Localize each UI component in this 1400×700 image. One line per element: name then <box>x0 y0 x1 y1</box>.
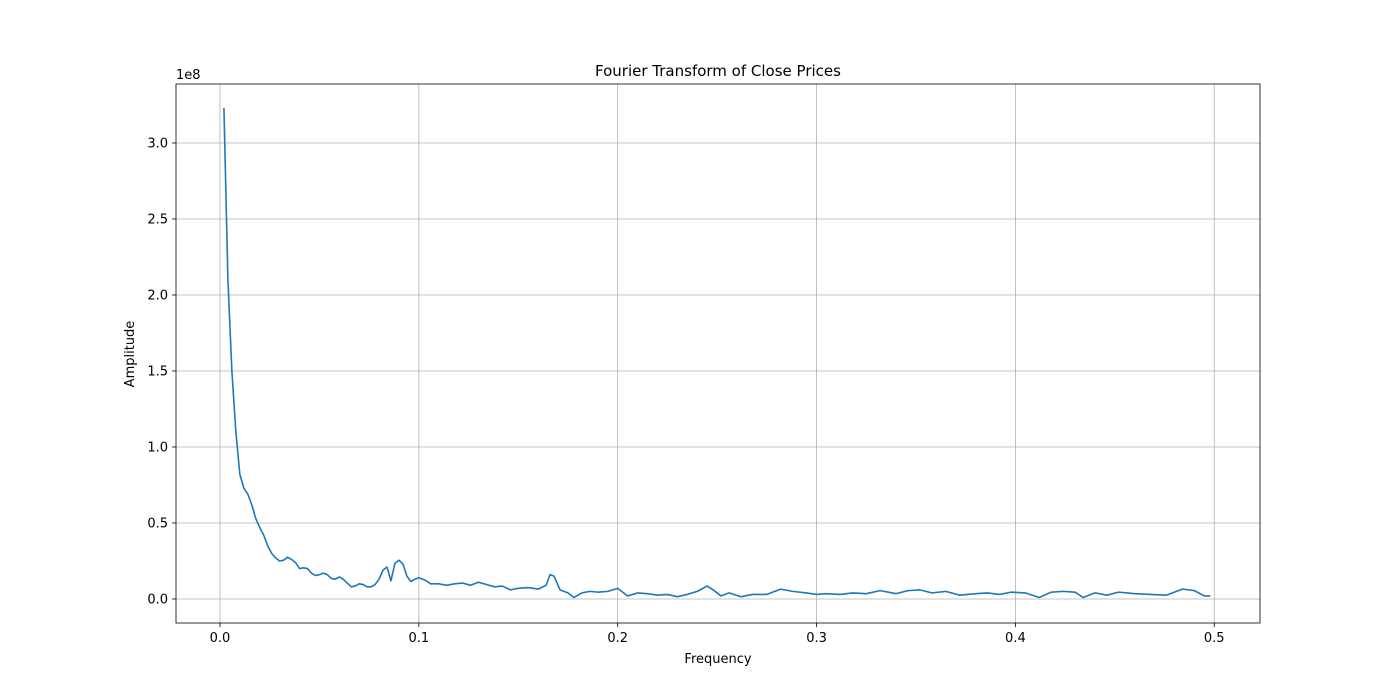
x-tick-label: 0.3 <box>806 631 827 646</box>
y-axis-label: Amplitude <box>123 321 138 388</box>
chart-title: Fourier Transform of Close Prices <box>595 62 841 80</box>
y-tick-label: 1.5 <box>147 364 168 379</box>
x-tick-label: 0.4 <box>1005 631 1026 646</box>
plot-frame <box>175 83 1261 624</box>
x-axis-label: Frequency <box>684 652 751 667</box>
y-tick-label: 1.0 <box>147 440 168 455</box>
y-tick-label: 2.0 <box>147 288 168 303</box>
y-offset-label: 1e8 <box>176 68 201 83</box>
y-tick-label: 3.0 <box>147 136 168 151</box>
x-tick-label: 0.2 <box>607 631 628 646</box>
y-tick-label: 0.5 <box>147 516 168 531</box>
x-tick-label: 0.0 <box>210 631 231 646</box>
y-tick-label: 2.5 <box>147 212 168 227</box>
data-line <box>223 108 1211 599</box>
x-tick-label: 0.5 <box>1204 631 1225 646</box>
y-tick-label: 0.0 <box>147 592 168 607</box>
x-tick-label: 0.1 <box>408 631 429 646</box>
